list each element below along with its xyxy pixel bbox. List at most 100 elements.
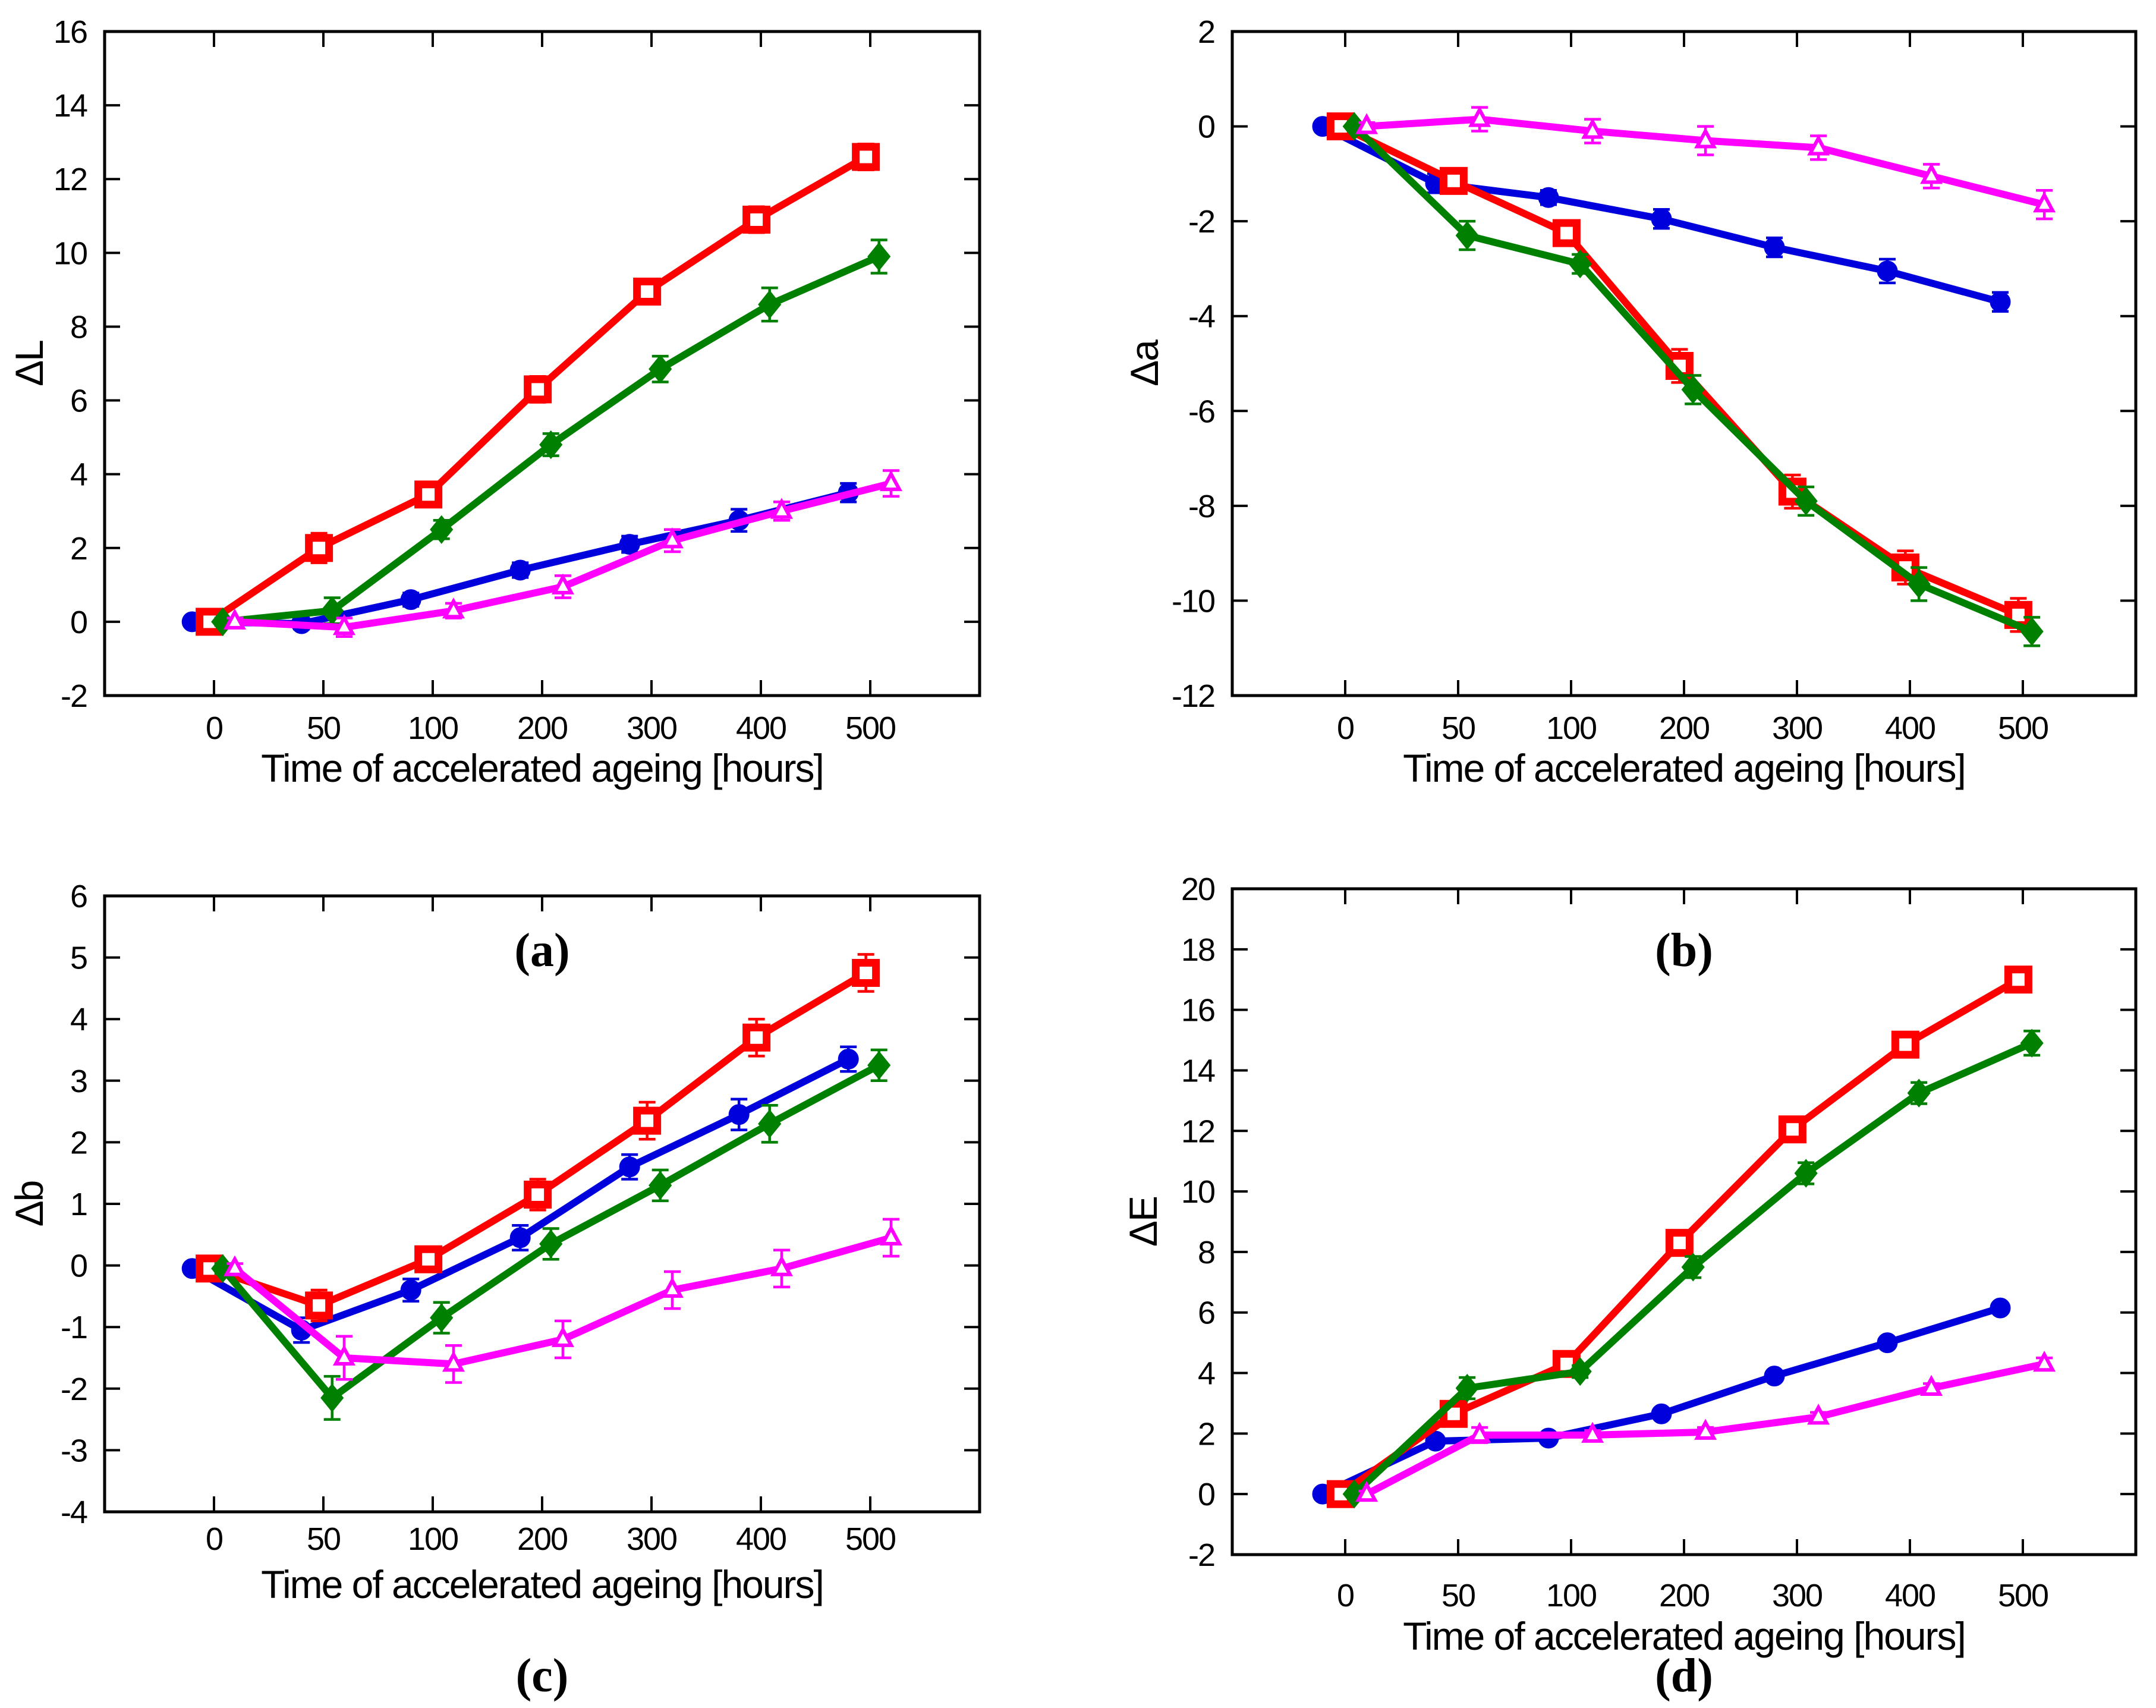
y-tick-label: 14	[1181, 1053, 1215, 1089]
marker-magenta-triangle	[660, 527, 684, 549]
marker-red-square	[305, 1291, 333, 1320]
y-tick-label: 0	[70, 1248, 87, 1284]
marker-green-diamond	[1907, 1078, 1931, 1108]
marker-red-square	[414, 480, 443, 509]
y-tick-label: -6	[1188, 394, 1214, 429]
marker-magenta-triangle	[1920, 163, 1943, 184]
y-axis-label: ΔE	[1121, 1197, 1165, 1247]
y-tick-label: 6	[70, 879, 87, 914]
marker-magenta-triangle	[2033, 191, 2056, 213]
marker-red-square	[742, 205, 771, 234]
x-tick-label: 500	[1998, 710, 2048, 746]
y-tick-label: 4	[70, 457, 87, 493]
series-blue-circle	[181, 1045, 859, 1344]
series-line	[188, 1055, 852, 1334]
marker-green-diamond	[1794, 1159, 1818, 1188]
y-tick-label: 3	[70, 1064, 87, 1099]
y-tick-label: 0	[70, 605, 87, 640]
y-tick-label: -2	[1188, 204, 1214, 240]
x-tick-label: 500	[1998, 1578, 2048, 1613]
marker-blue-circle	[619, 534, 640, 555]
marker-green-diamond	[1794, 486, 1818, 516]
x-tick-label: 300	[1772, 1578, 1822, 1613]
series-magenta-triangle	[1355, 1350, 2056, 1502]
marker-red-square	[1891, 1030, 1919, 1059]
marker-red-square	[1665, 1229, 1694, 1257]
series-red-square	[1326, 965, 2032, 1508]
x-tick-label: 0	[206, 710, 222, 746]
y-tick-label: -10	[1172, 583, 1214, 619]
marker-red-square	[1552, 219, 1581, 247]
x-axis-label: Time of accelerated ageing [hours]	[261, 1562, 823, 1606]
error-bars	[184, 1045, 857, 1344]
marker-blue-circle	[1764, 1366, 1785, 1387]
y-tick-label: 12	[53, 162, 87, 197]
x-tick-label: 200	[517, 710, 567, 746]
y-tick-label: -12	[1172, 678, 1214, 714]
marker-magenta-triangle	[1468, 1421, 1491, 1443]
y-tick-label: 2	[1198, 1416, 1214, 1452]
marker-magenta-triangle	[332, 614, 355, 636]
marker-blue-circle	[1538, 187, 1559, 208]
marker-red-square	[742, 1023, 771, 1052]
x-tick-label: 50	[307, 710, 340, 746]
y-tick-label: 20	[1181, 872, 1214, 907]
marker-green-diamond	[430, 1303, 454, 1332]
y-tick-label: -1	[61, 1310, 87, 1345]
marker-blue-circle	[838, 1049, 859, 1070]
marker-green-diamond	[1907, 570, 1931, 599]
x-tick-label: 400	[736, 710, 786, 746]
y-axis-label: Δb	[7, 1181, 51, 1227]
series-red-square	[196, 143, 880, 636]
marker-green-diamond	[758, 290, 782, 319]
x-tick-label: 100	[408, 1521, 458, 1557]
marker-blue-circle	[1764, 237, 1785, 258]
marker-green-diamond	[649, 1171, 672, 1200]
marker-blue-circle	[1651, 208, 1672, 229]
marker-magenta-triangle	[1807, 134, 1830, 156]
x-tick-label: 100	[408, 710, 458, 746]
marker-red-square	[633, 277, 662, 306]
marker-blue-circle	[1651, 1403, 1672, 1424]
marker-green-diamond	[1455, 221, 1479, 250]
marker-magenta-triangle	[442, 597, 465, 619]
marker-red-square	[524, 1180, 552, 1209]
marker-green-diamond	[1455, 1373, 1479, 1403]
panel-caption: (b)	[1655, 924, 1713, 977]
x-tick-label: 0	[1337, 710, 1354, 746]
y-tick-label: 14	[53, 88, 87, 124]
x-tick-label: 300	[627, 1521, 676, 1557]
y-tick-label: -3	[61, 1433, 87, 1468]
error-bars	[201, 953, 874, 1323]
marker-red-square	[852, 959, 880, 987]
y-tick-label: 6	[1198, 1295, 1214, 1331]
y-tick-label: -2	[61, 678, 87, 714]
series-magenta-triangle	[223, 1218, 902, 1384]
marker-magenta-triangle	[551, 1326, 574, 1347]
marker-blue-circle	[1990, 1297, 2011, 1319]
y-tick-label: 2	[70, 531, 87, 567]
marker-blue-circle	[1425, 1430, 1446, 1452]
marker-red-square	[414, 1245, 443, 1273]
y-tick-label: 8	[70, 309, 87, 345]
series-green-diamond	[211, 238, 891, 637]
x-tick-label: 400	[1885, 710, 1935, 746]
panel-c: 0 50 100 200 300 400 500 -4 -3 -2 -1 0 1 2 3 4 5 6 Δb Time …	[7, 879, 981, 1702]
marker-magenta-triangle	[1468, 106, 1491, 127]
marker-magenta-triangle	[1355, 113, 1378, 134]
x-tick-label: 0	[1337, 1578, 1354, 1613]
y-tick-label: 2	[1198, 14, 1214, 50]
y-tick-label: 6	[70, 383, 87, 419]
y-tick-label: 0	[1198, 1477, 1214, 1512]
x-tick-label: 50	[307, 1521, 340, 1557]
series-red-square	[196, 953, 880, 1323]
marker-red-square	[2004, 965, 2032, 994]
y-tick-label: 5	[70, 940, 87, 976]
series-green-diamond	[211, 1048, 891, 1421]
y-tick-label: 10	[53, 235, 87, 271]
marker-green-diamond	[1568, 1357, 1592, 1386]
y-tick-label: 10	[1181, 1174, 1214, 1210]
marker-magenta-triangle	[1694, 127, 1717, 149]
